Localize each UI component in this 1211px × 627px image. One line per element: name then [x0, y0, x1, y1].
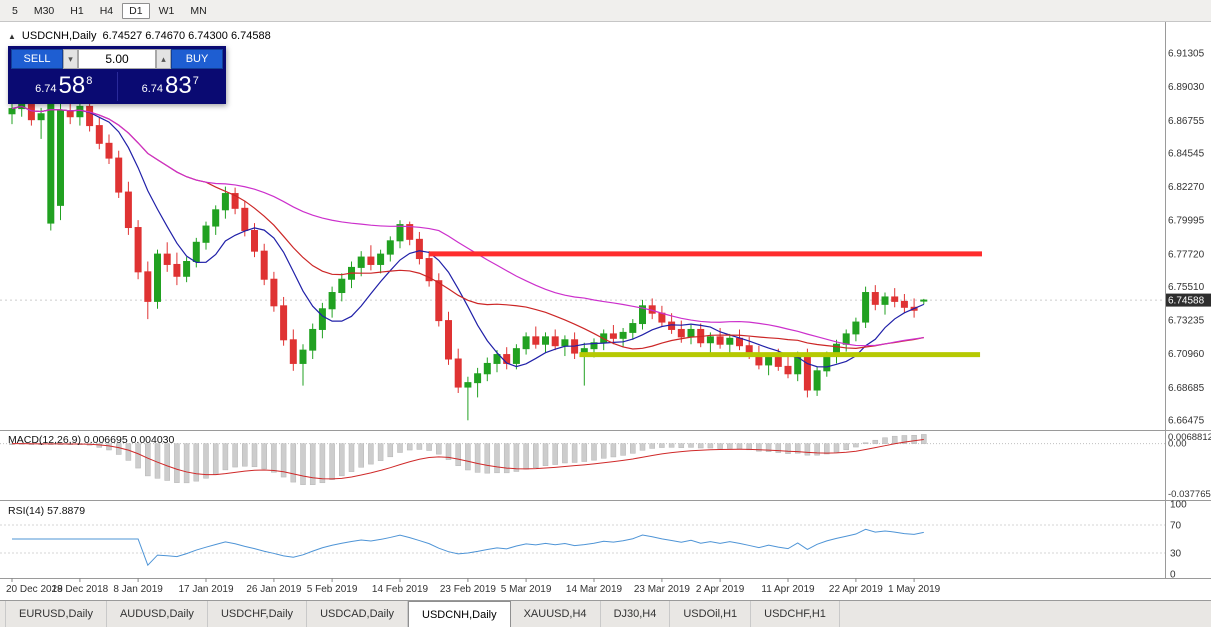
svg-text:14 Feb 2019: 14 Feb 2019 [372, 584, 429, 595]
sell-price-prefix: 6.74 [35, 83, 57, 95]
sell-price-point: 8 [86, 75, 93, 87]
one-click-trading-panel: SELL ▾ 5.00 ▴ BUY 6.74 58 8 6.74 83 7 [8, 46, 226, 104]
sell-button[interactable]: SELL [11, 49, 63, 69]
svg-text:8 Jan 2019: 8 Jan 2019 [113, 584, 163, 595]
tab-usdchf-daily[interactable]: USDCHF,Daily [208, 601, 308, 627]
lot-decrease-button[interactable]: ▾ [63, 49, 78, 69]
svg-text:6.91305: 6.91305 [1168, 49, 1205, 60]
lot-increase-button[interactable]: ▴ [156, 49, 171, 69]
ma-fast-line [11, 105, 925, 368]
timeframe-button-h1[interactable]: H1 [70, 4, 84, 17]
timeframe-toolbar: 5 M30 H1 H4 D1 W1 MN [0, 0, 1211, 22]
macd-indicator-label: MACD(12,26,9) 0.006695 0.004030 [8, 434, 175, 446]
svg-text:22 Apr 2019: 22 Apr 2019 [829, 584, 883, 595]
buy-button[interactable]: BUY [171, 49, 223, 69]
svg-text:26 Jan 2019: 26 Jan 2019 [246, 584, 301, 595]
svg-text:6.73235: 6.73235 [1168, 316, 1205, 327]
macd-panel[interactable] [0, 434, 1165, 485]
sell-price-quote[interactable]: 6.74 58 8 [11, 72, 117, 101]
lot-size-input[interactable]: 5.00 [78, 49, 156, 69]
tab-eurusd-daily[interactable]: EURUSD,Daily [5, 601, 107, 627]
tab-dj30-h4[interactable]: DJ30,H4 [601, 601, 671, 627]
timeframe-button-m30[interactable]: M30 [33, 4, 55, 17]
svg-text:100: 100 [1170, 500, 1187, 511]
chart-tabs: EURUSD,Daily AUDUSD,Daily USDCHF,Daily USDC… [0, 600, 1211, 627]
chart-header: ▲ USDCNH,Daily 6.74527 6.74670 6.74300 6… [8, 30, 271, 42]
svg-text:6.89030: 6.89030 [1168, 82, 1205, 93]
rsi-panel[interactable] [0, 524, 1165, 567]
buy-price-point: 7 [192, 75, 199, 87]
timeframe-button-mn[interactable]: MN [190, 4, 207, 17]
chart-symbol-label: USDCNH,Daily [21, 30, 97, 42]
timeframe-button-h4[interactable]: H4 [99, 4, 114, 17]
svg-text:6.79995: 6.79995 [1168, 216, 1205, 227]
tab-usdcnh-daily[interactable]: USDCNH,Daily [408, 601, 511, 627]
timeframe-button-5[interactable]: 5 [12, 4, 18, 17]
tab-usdchf-h1[interactable]: USDCHF,H1 [751, 601, 840, 627]
svg-text:0.00: 0.00 [1168, 439, 1187, 450]
svg-text:14 Mar 2019: 14 Mar 2019 [566, 584, 623, 595]
tab-audusd-daily[interactable]: AUDUSD,Daily [107, 601, 208, 627]
svg-text:17 Jan 2019: 17 Jan 2019 [178, 584, 233, 595]
svg-text:1 May 2019: 1 May 2019 [888, 584, 941, 595]
svg-text:0: 0 [1170, 570, 1176, 581]
svg-text:23 Mar 2019: 23 Mar 2019 [634, 584, 691, 595]
chart-ohlc-values: 6.74527 6.74670 6.74300 6.74588 [102, 30, 271, 42]
svg-text:6.84545: 6.84545 [1168, 148, 1205, 159]
candles [8, 93, 928, 421]
buy-price-pips: 83 [165, 72, 192, 99]
tab-usdcad-daily[interactable]: USDCAD,Daily [307, 601, 409, 627]
chart-canvas[interactable]: 6.91305 6.89030 6.86755 6.84545 6.82270 6.799… [0, 22, 1211, 600]
svg-text:6.66475: 6.66475 [1168, 415, 1205, 426]
svg-text:0.0068812: 0.0068812 [1168, 432, 1211, 443]
svg-text:30: 30 [1170, 549, 1182, 560]
svg-text:5 Mar 2019: 5 Mar 2019 [501, 584, 552, 595]
quick-trade-toggle-icon[interactable]: ▲ [8, 31, 16, 41]
current-price-badge [1166, 293, 1211, 307]
svg-text:6.75510: 6.75510 [1168, 282, 1205, 293]
svg-text:6.70960: 6.70960 [1168, 349, 1205, 360]
buy-price-prefix: 6.74 [141, 83, 164, 95]
tab-xauusd-h4[interactable]: XAUUSD,H4 [511, 601, 601, 627]
svg-text:29 Dec 2018: 29 Dec 2018 [52, 584, 109, 595]
timeframe-button-d1[interactable]: D1 [122, 2, 150, 19]
main-price-panel[interactable] [0, 93, 1165, 421]
svg-text:5 Feb 2019: 5 Feb 2019 [307, 584, 358, 595]
price-axis: 6.91305 6.89030 6.86755 6.84545 6.82270 6.799… [1166, 49, 1211, 581]
chart-area[interactable]: 6.91305 6.89030 6.86755 6.84545 6.82270 6.799… [0, 22, 1211, 600]
rsi-line [12, 528, 924, 567]
svg-text:20 Dec 2018: 20 Dec 2018 [6, 584, 63, 595]
tab-usdoil-h1[interactable]: USDOil,H1 [670, 601, 752, 627]
svg-text:11 Apr 2019: 11 Apr 2019 [761, 584, 815, 595]
svg-text:6.86755: 6.86755 [1168, 116, 1205, 127]
svg-text:6.82270: 6.82270 [1168, 182, 1205, 193]
svg-text:6.74588: 6.74588 [1168, 296, 1205, 307]
svg-text:6.68685: 6.68685 [1168, 383, 1205, 394]
svg-text:70: 70 [1170, 521, 1182, 532]
svg-text:23 Feb 2019: 23 Feb 2019 [440, 584, 497, 595]
svg-text:6.77720: 6.77720 [1168, 249, 1205, 260]
buy-price-quote[interactable]: 6.74 83 7 [116, 72, 224, 101]
rsi-indicator-label: RSI(14) 57.8879 [8, 505, 86, 517]
macd-signal-line [11, 438, 924, 480]
svg-text:-0.037765: -0.037765 [1168, 489, 1211, 500]
svg-text:2 Apr 2019: 2 Apr 2019 [696, 584, 745, 595]
sell-price-pips: 58 [58, 72, 86, 99]
timeframe-button-w1[interactable]: W1 [158, 4, 175, 17]
ma-slow-line [11, 105, 924, 347]
